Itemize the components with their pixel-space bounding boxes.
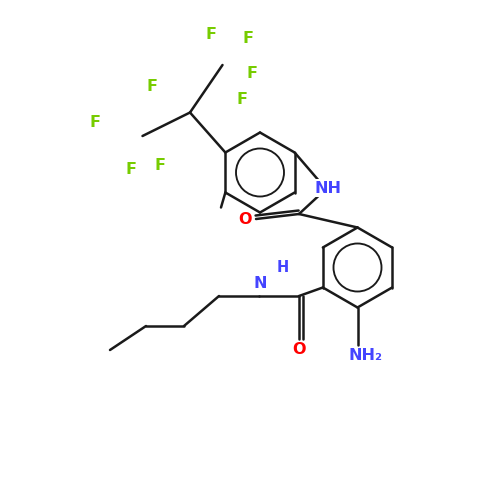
Text: N: N — [253, 276, 266, 291]
Text: F: F — [154, 158, 166, 174]
Text: F: F — [206, 28, 216, 42]
Text: F: F — [237, 92, 248, 106]
Text: H: H — [276, 260, 288, 275]
Text: F: F — [147, 78, 158, 94]
Text: O: O — [238, 212, 252, 226]
Text: NH: NH — [315, 180, 342, 196]
Text: F: F — [126, 162, 136, 176]
Text: NH₂: NH₂ — [348, 348, 382, 364]
Text: F: F — [90, 115, 101, 130]
Text: F: F — [242, 32, 253, 46]
Text: F: F — [247, 66, 258, 82]
Text: O: O — [292, 342, 306, 357]
